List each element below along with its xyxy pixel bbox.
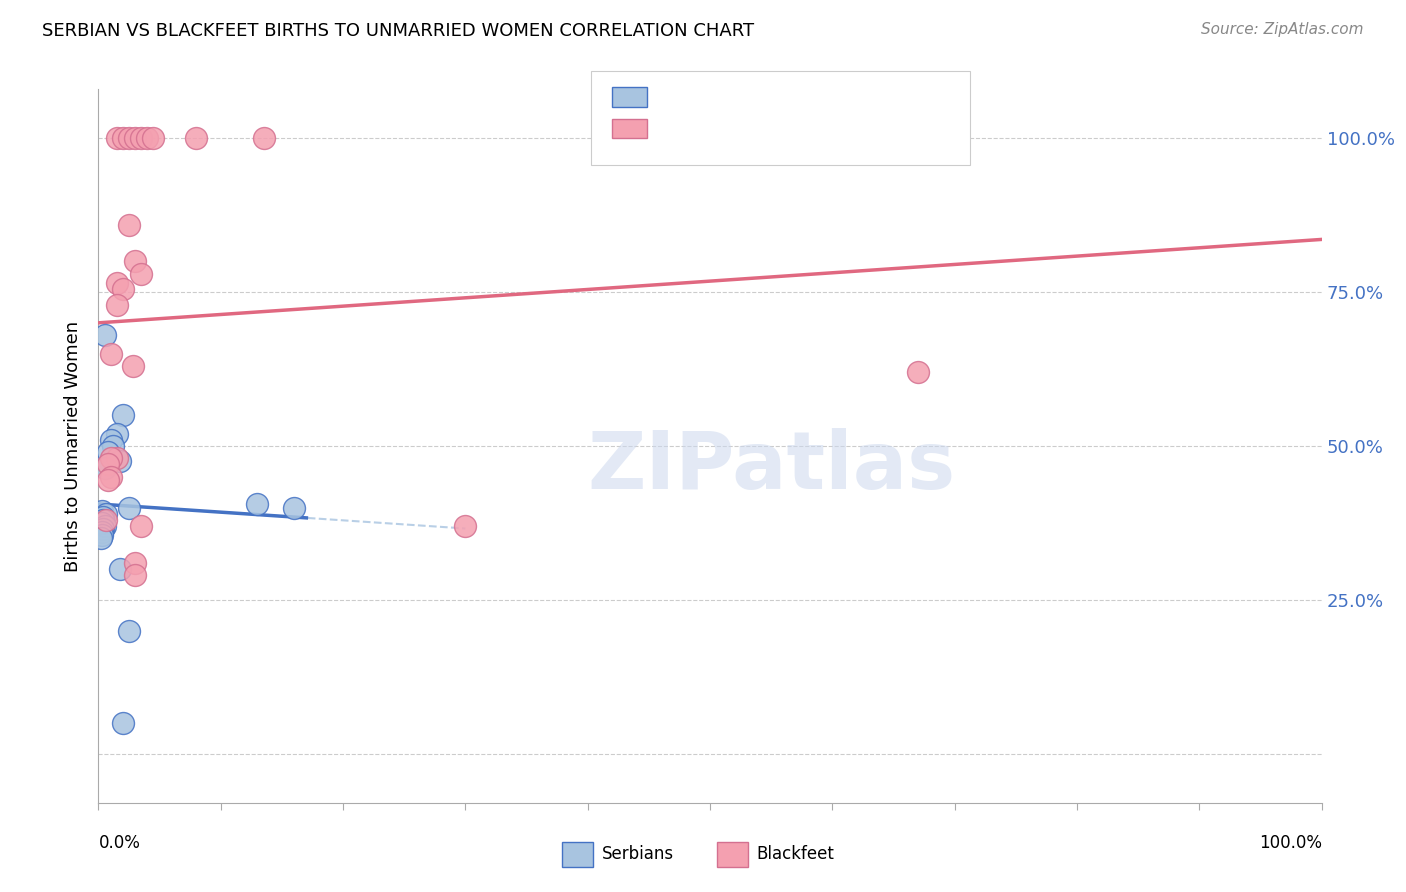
- Point: [97, 473, 120, 487]
- Point: [118, 500, 141, 515]
- Point: [142, 131, 165, 145]
- Point: [91, 522, 114, 536]
- Point: [105, 276, 128, 290]
- Point: [105, 451, 128, 466]
- Point: [111, 282, 134, 296]
- Point: [124, 131, 146, 145]
- Text: R = 0.371   N = 24: R = 0.371 N = 24: [657, 87, 842, 107]
- Point: [136, 131, 159, 145]
- Point: [97, 445, 120, 459]
- Point: [124, 568, 146, 582]
- Point: [111, 715, 134, 730]
- Point: [186, 131, 208, 145]
- Point: [124, 556, 146, 570]
- Point: [105, 297, 128, 311]
- Point: [454, 519, 477, 533]
- Point: [100, 433, 122, 447]
- Point: [97, 458, 120, 472]
- Point: [91, 503, 114, 517]
- Point: [105, 131, 128, 145]
- Text: ZIPatlas: ZIPatlas: [588, 428, 955, 507]
- Point: [91, 516, 114, 530]
- Point: [105, 426, 128, 441]
- Point: [93, 519, 115, 533]
- Point: [94, 507, 117, 521]
- Text: Serbians: Serbians: [602, 846, 673, 863]
- Y-axis label: Births to Unmarried Women: Births to Unmarried Women: [65, 320, 83, 572]
- Text: SERBIAN VS BLACKFEET BIRTHS TO UNMARRIED WOMEN CORRELATION CHART: SERBIAN VS BLACKFEET BIRTHS TO UNMARRIED…: [42, 22, 754, 40]
- Point: [101, 439, 124, 453]
- Point: [907, 365, 929, 379]
- Point: [943, 131, 966, 145]
- Point: [91, 513, 114, 527]
- Point: [129, 267, 152, 281]
- Point: [94, 513, 117, 527]
- Point: [111, 131, 134, 145]
- Point: [118, 218, 141, 232]
- Point: [252, 131, 274, 145]
- Point: [93, 328, 115, 343]
- Point: [100, 451, 122, 466]
- Point: [91, 528, 114, 542]
- Text: Source: ZipAtlas.com: Source: ZipAtlas.com: [1201, 22, 1364, 37]
- Text: Blackfeet: Blackfeet: [756, 846, 834, 863]
- Point: [129, 519, 152, 533]
- Point: [283, 500, 305, 515]
- Point: [246, 498, 269, 512]
- Point: [110, 454, 132, 468]
- Point: [124, 254, 146, 268]
- Point: [111, 409, 134, 423]
- Text: R = 0.232   N = 29: R = 0.232 N = 29: [657, 119, 842, 138]
- Point: [93, 460, 115, 475]
- Point: [91, 525, 114, 540]
- Text: 100.0%: 100.0%: [1258, 834, 1322, 852]
- Point: [100, 347, 122, 361]
- Point: [118, 624, 141, 638]
- Point: [110, 562, 132, 576]
- Point: [100, 469, 122, 483]
- Point: [121, 359, 143, 373]
- Point: [118, 131, 141, 145]
- Point: [129, 131, 152, 145]
- Point: [91, 509, 114, 524]
- Text: 0.0%: 0.0%: [98, 834, 141, 852]
- Point: [90, 531, 112, 545]
